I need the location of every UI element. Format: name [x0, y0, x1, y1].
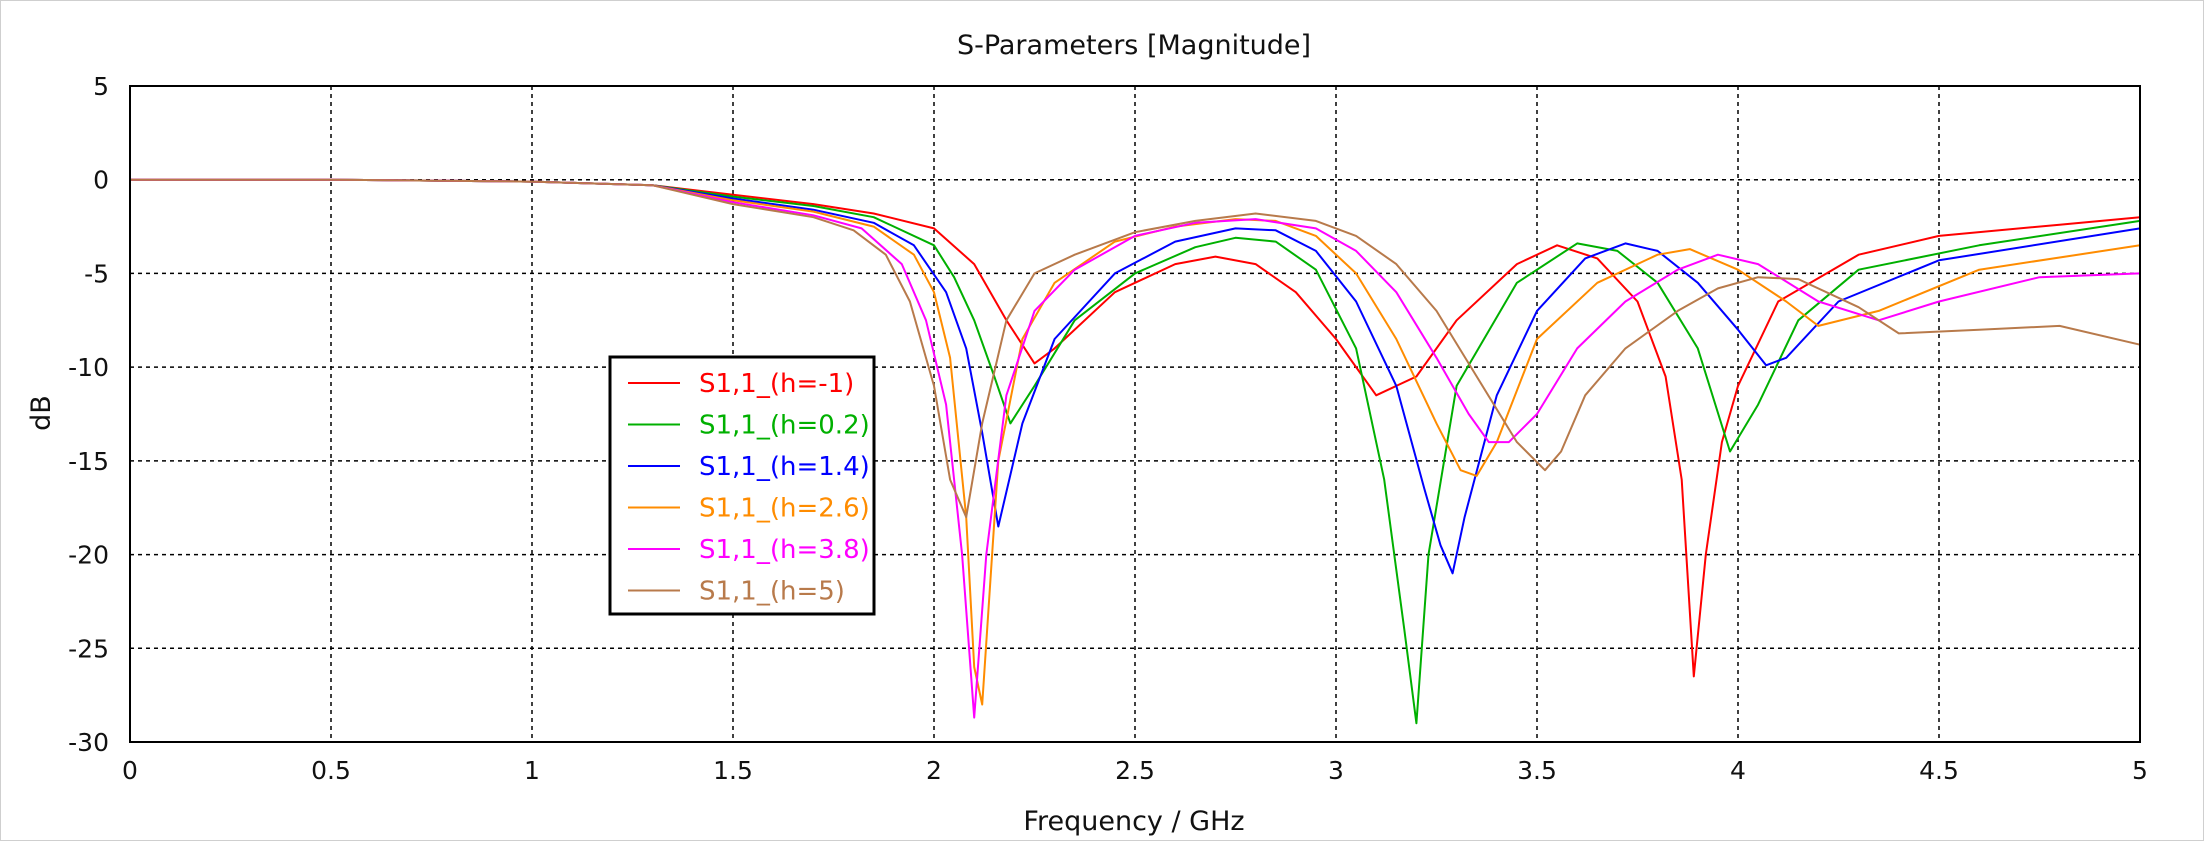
legend-items: S1,1_(h=-1) S1,1_(h=0.2) S1,1_(h=1.4) S1,1_… — [628, 369, 870, 607]
tick-labels: 0 0.5 1 1.5 2 2.5 3 3.5 4 4.5 5 5 0 -5 -10 -15 -20 -25 -30 — [68, 72, 2148, 785]
x-tick-label: 4 — [1730, 756, 1746, 785]
series-line-4 — [130, 178, 2141, 706]
y-tick-label: 0 — [93, 166, 109, 195]
series-line-5 — [130, 178, 2141, 719]
legend-label-3: S1,1_(h=1.4) — [699, 452, 870, 482]
plot-area-border — [129, 85, 2141, 743]
series-line-3 — [130, 178, 2141, 575]
legend[interactable]: S1,1_(h=-1) S1,1_(h=0.2) S1,1_(h=1.4) S1,1_… — [608, 355, 876, 616]
y-tick-label: -30 — [68, 728, 109, 757]
legend-label-6: S1,1_(h=5) — [699, 577, 845, 607]
x-tick-label: 1.5 — [713, 756, 753, 785]
y-tick-label: -15 — [68, 447, 109, 476]
x-tick-label: 5 — [2132, 756, 2148, 785]
y-tick-label: -20 — [68, 541, 109, 570]
y-tick-label: -5 — [84, 259, 109, 288]
series-layer — [130, 178, 2141, 725]
legend-label-4: S1,1_(h=2.6) — [699, 494, 870, 524]
y-tick-label: -25 — [68, 634, 109, 663]
series-line-2 — [130, 178, 2141, 725]
x-tick-label: 2 — [926, 756, 942, 785]
y-axis-label: dB — [26, 395, 57, 431]
series-line-6 — [130, 178, 2141, 519]
y-tick-label: 5 — [93, 72, 109, 101]
x-tick-label: 2.5 — [1115, 756, 1155, 785]
x-tick-label: 3.5 — [1517, 756, 1557, 785]
legend-label-5: S1,1_(h=3.8) — [699, 535, 870, 565]
x-tick-label: 1 — [524, 756, 540, 785]
legend-label-1: S1,1_(h=-1) — [699, 369, 854, 399]
chart-title: S-Parameters [Magnitude] — [957, 30, 1311, 61]
legend-box — [608, 355, 876, 616]
legend-label-2: S1,1_(h=0.2) — [699, 411, 870, 441]
x-tick-label: 3 — [1328, 756, 1344, 785]
x-axis-label: Frequency / GHz — [1023, 806, 1244, 837]
x-tick-label: 0 — [122, 756, 138, 785]
grid — [130, 86, 2140, 742]
y-tick-label: -10 — [68, 353, 109, 382]
x-tick-label: 0.5 — [311, 756, 351, 785]
x-tick-label: 4.5 — [1919, 756, 1959, 785]
